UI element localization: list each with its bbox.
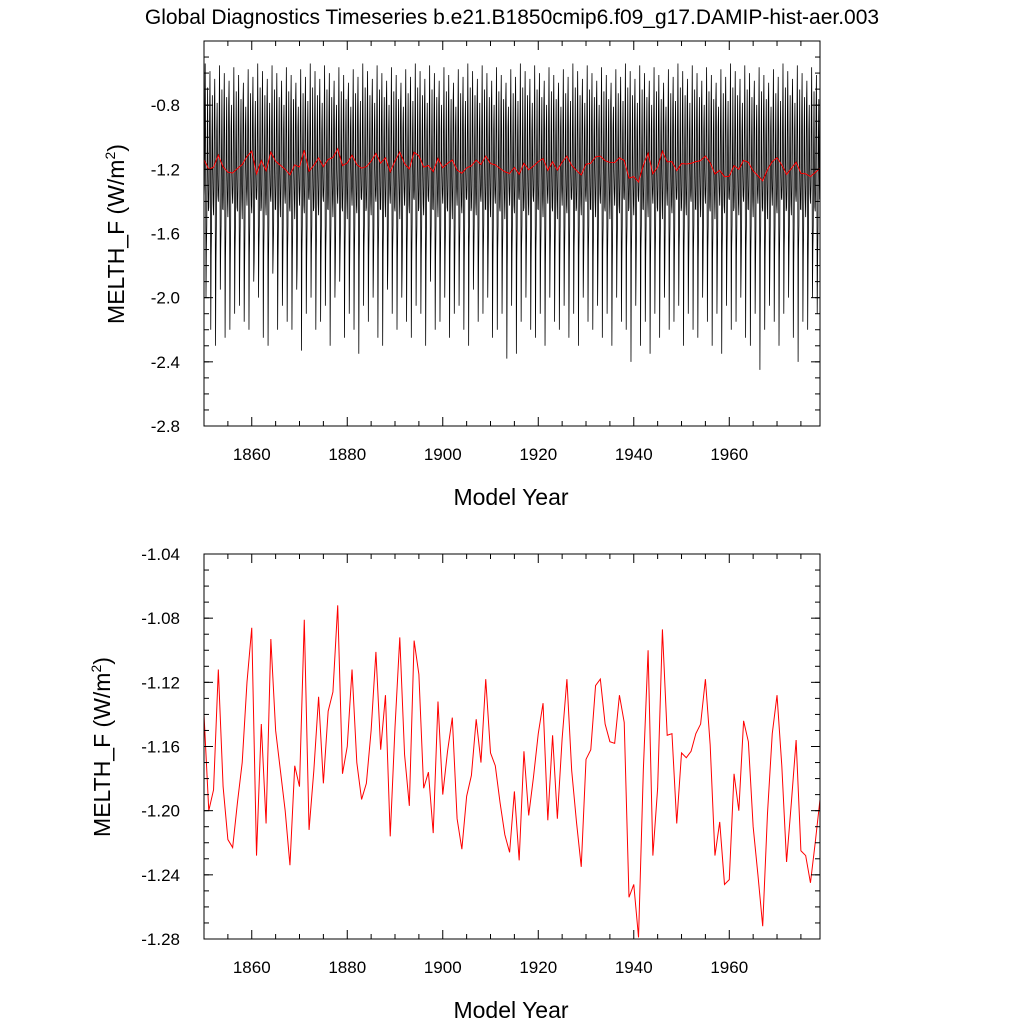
- top-y-tick-label: -1.6: [151, 225, 180, 244]
- top-y-tick-label: -0.8: [151, 96, 180, 115]
- bottom-y-tick-label: -1.16: [141, 738, 180, 757]
- bottom-y-tick-label: -1.24: [141, 866, 180, 885]
- top-x-tick-label: 1860: [233, 445, 271, 464]
- top-y-tick-label: -1.2: [151, 160, 180, 179]
- top-y-axis-label-main: MELTH_F (W/m: [103, 160, 129, 324]
- bottom-x-tick-label: 1880: [328, 958, 366, 977]
- top-y-axis-label: MELTH_F (W/m2): [102, 144, 129, 324]
- bottom-x-tick-label: 1960: [710, 958, 748, 977]
- top-x-tick-label: 1900: [424, 445, 462, 464]
- bottom-y-tick-label: -1.12: [141, 673, 180, 692]
- bottom-y-tick-label: -1.20: [141, 802, 180, 821]
- top-y-axis-label-sup: 2: [102, 152, 118, 160]
- bottom-x-axis-label: Model Year: [453, 997, 568, 1023]
- top-series-annual-line: [204, 147, 820, 184]
- bottom-x-tick-label: 1920: [519, 958, 557, 977]
- top-x-tick-label: 1960: [710, 445, 748, 464]
- bottom-y-tick-label: -1.08: [141, 609, 180, 628]
- bottom-plot-area: [204, 605, 820, 938]
- chart-title: Global Diagnostics Timeseries b.e21.B185…: [145, 6, 879, 29]
- top-plot-area: [204, 63, 820, 370]
- top-y-tick-label: -2.0: [151, 289, 180, 308]
- bottom-y-axis-label-close: ): [89, 657, 115, 665]
- top-panel: Model Year MELTH_F (W/m2) 1860 1880 1900 19…: [102, 40, 821, 510]
- top-x-tick-label: 1940: [615, 445, 653, 464]
- top-x-axis-label: Model Year: [453, 484, 568, 510]
- top-y-axis-label-close: ): [103, 144, 129, 152]
- top-x-tick-label: 1920: [519, 445, 557, 464]
- bottom-panel: Model Year MELTH_F (W/m2) 1860 1880 1900 19…: [88, 545, 821, 1023]
- top-y-tick-label: -2.8: [151, 417, 180, 436]
- top-x-tick-label: 1880: [328, 445, 366, 464]
- bottom-y-axis-label-sup: 2: [88, 665, 104, 673]
- bottom-y-axis-label: MELTH_F (W/m2): [88, 657, 115, 837]
- bottom-y-axis-label-main: MELTH_F (W/m: [89, 673, 115, 837]
- bottom-x-tick-label: 1940: [615, 958, 653, 977]
- bottom-y-tick-label: -1.28: [141, 930, 180, 949]
- bottom-x-tick-label: 1900: [424, 958, 462, 977]
- bottom-x-tick-label: 1860: [233, 958, 271, 977]
- bottom-y-tick-label: -1.04: [141, 545, 180, 564]
- bottom-series-annual-line: [204, 605, 820, 938]
- top-y-tick-label: -2.4: [151, 353, 180, 372]
- top-series-monthly-line: [204, 63, 820, 370]
